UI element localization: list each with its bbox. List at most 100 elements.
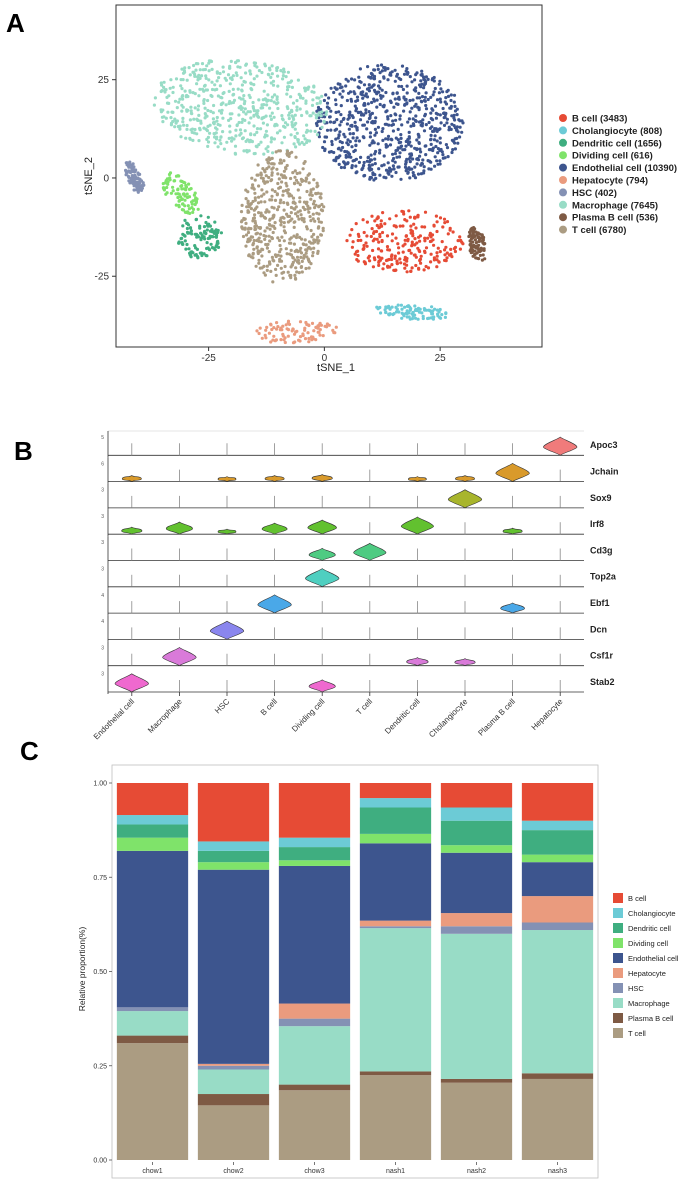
tsne-point [264,147,268,151]
tsne-point [408,167,412,171]
tsne-point [400,311,404,315]
tsne-point [340,85,344,89]
tsne-point [250,176,254,180]
tsne-point [372,77,376,81]
violin-ymax-label: 6 [101,461,104,467]
tsne-point [294,266,298,270]
bar-segment [197,783,270,842]
tsne-point [279,247,283,251]
tsne-point [304,248,308,252]
tsne-point [270,64,274,68]
tsne-point [430,107,434,111]
tsne-point [268,239,272,243]
tsne-point [241,234,246,239]
tsne-point [193,244,197,248]
tsne-point [456,239,460,243]
tsne-point [403,242,407,246]
tsne-point [271,79,276,83]
tsne-point [291,260,295,264]
tsne-point [282,135,286,139]
tsne-point [283,264,287,269]
tsne-point [198,128,202,132]
bar-segment [440,913,513,927]
tsne-point [371,119,375,124]
tsne-point [279,69,283,73]
tsne-legend: B cell (3483)Cholangiocyte (808)Dendriti… [559,114,677,236]
violin-gene-label: Apoc3 [590,440,618,450]
tsne-point [186,204,190,208]
bar-segment [197,1065,270,1070]
tsne-point [193,106,197,110]
tsne-point [378,235,382,239]
tsne-point [256,201,261,205]
violin-shape [305,568,340,588]
tsne-point [207,69,211,73]
violin-ymax-label: 3 [101,514,104,520]
tsne-point [406,71,410,75]
tsne-point [299,96,303,100]
tsne-point [365,220,369,224]
tsne-point [356,253,360,258]
tsne-point [354,139,358,143]
violin-ymax-label: 3 [101,645,104,651]
tsne-point [263,215,267,220]
tsne-point [375,98,379,102]
tsne-point [190,232,194,236]
tsne-point [288,252,292,256]
tsne-point [393,256,397,260]
tsne-point [253,133,257,137]
tsne-point [292,234,296,238]
tsne-point [281,74,285,78]
tsne-point [204,232,208,236]
tsne-point [257,184,261,188]
tsne-point [271,83,276,87]
tsne-point [352,149,356,154]
tsne-point [477,249,481,253]
tsne-point [128,160,132,164]
tsne-point [318,328,322,332]
tsne-point [387,248,392,252]
tsne-point [405,91,409,95]
tsne-point [317,330,321,334]
tsne-point [370,214,374,218]
tsne-point [320,202,324,207]
tsne-point [407,130,411,134]
tsne-point [403,305,407,309]
tsne-point [313,206,317,210]
tsne-point [243,107,247,111]
tsne-point [293,169,297,173]
panel-a-label: A [6,8,25,38]
tsne-point [197,94,201,98]
tsne-point [412,253,416,257]
tsne-point [296,138,300,142]
bar-nash1 [359,783,432,1160]
violin-shape [114,673,149,693]
tsne-point [339,165,343,170]
tsne-point [240,83,244,87]
tsne-point [386,137,390,141]
tsne-y-tick-label: 25 [98,75,110,86]
tsne-point [380,88,384,92]
tsne-point [253,207,258,211]
tsne-point [181,120,185,124]
tsne-point [436,151,440,155]
tsne-point [416,317,420,321]
tsne-point [431,93,435,97]
tsne-point [288,273,292,278]
tsne-point [171,90,175,95]
tsne-point [357,139,361,143]
tsne-point [446,155,450,159]
tsne-point [267,175,271,180]
tsne-point [215,115,219,120]
tsne-point [277,177,281,181]
bar-y-tick-label: 1.00 [93,781,107,788]
tsne-point [278,129,282,133]
tsne-point [231,93,235,97]
tsne-x-tick-label: -25 [201,353,216,364]
tsne-point [423,95,427,99]
tsne-point [392,224,396,228]
bar-segment [521,854,594,863]
tsne-point [278,201,282,205]
tsne-point [436,147,440,151]
